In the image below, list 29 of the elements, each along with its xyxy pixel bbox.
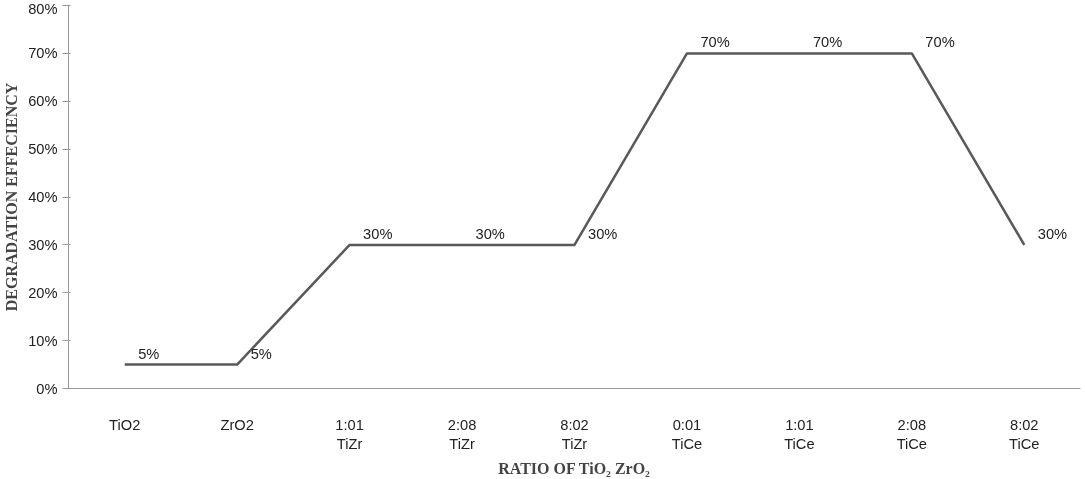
x-tick-label: 2:08 TiZr: [447, 416, 477, 452]
text: 30%: [587, 225, 618, 242]
y-tick-label: 80%: [28, 0, 58, 17]
x-tick-label: 2:08 TiCe: [896, 416, 928, 452]
text: 70%: [812, 34, 843, 51]
y-tick-label: 10%: [28, 332, 58, 349]
text: 70%: [925, 34, 955, 51]
text: 30%: [475, 225, 505, 242]
text: 5%: [250, 345, 272, 362]
x-tick-label: 1:01 TiZr: [335, 416, 364, 452]
text: 30%: [1037, 225, 1068, 242]
text: 30%: [363, 225, 393, 242]
y-tick-label: 30%: [28, 236, 58, 253]
x-tick-label: 8:02 TiZr: [560, 416, 589, 452]
x-tick-label: 1:01 TiCe: [784, 416, 815, 452]
y-tick-label: 20%: [28, 284, 58, 301]
y-tick-label: 70%: [28, 45, 58, 62]
y-axis-title: DEGRADATION EFFECIENCY: [3, 82, 21, 312]
x-tick-label: 8:02 TiCe: [1009, 416, 1040, 452]
x-tick-label: ZrO2: [220, 416, 254, 433]
text: 5%: [138, 345, 160, 362]
y-tick-label: 40%: [28, 189, 58, 205]
x-tick-label: TiO2: [109, 416, 141, 433]
x-tick-label: 0:01 TiCe: [671, 416, 703, 452]
x-axis-title: RATIO OF TiO₂ ZrO₂: [498, 459, 651, 477]
y-tick-label: 50%: [28, 141, 58, 158]
y-tick-label: 60%: [28, 93, 58, 110]
y-tick-label: 0%: [36, 380, 58, 397]
text: 70%: [700, 34, 730, 51]
